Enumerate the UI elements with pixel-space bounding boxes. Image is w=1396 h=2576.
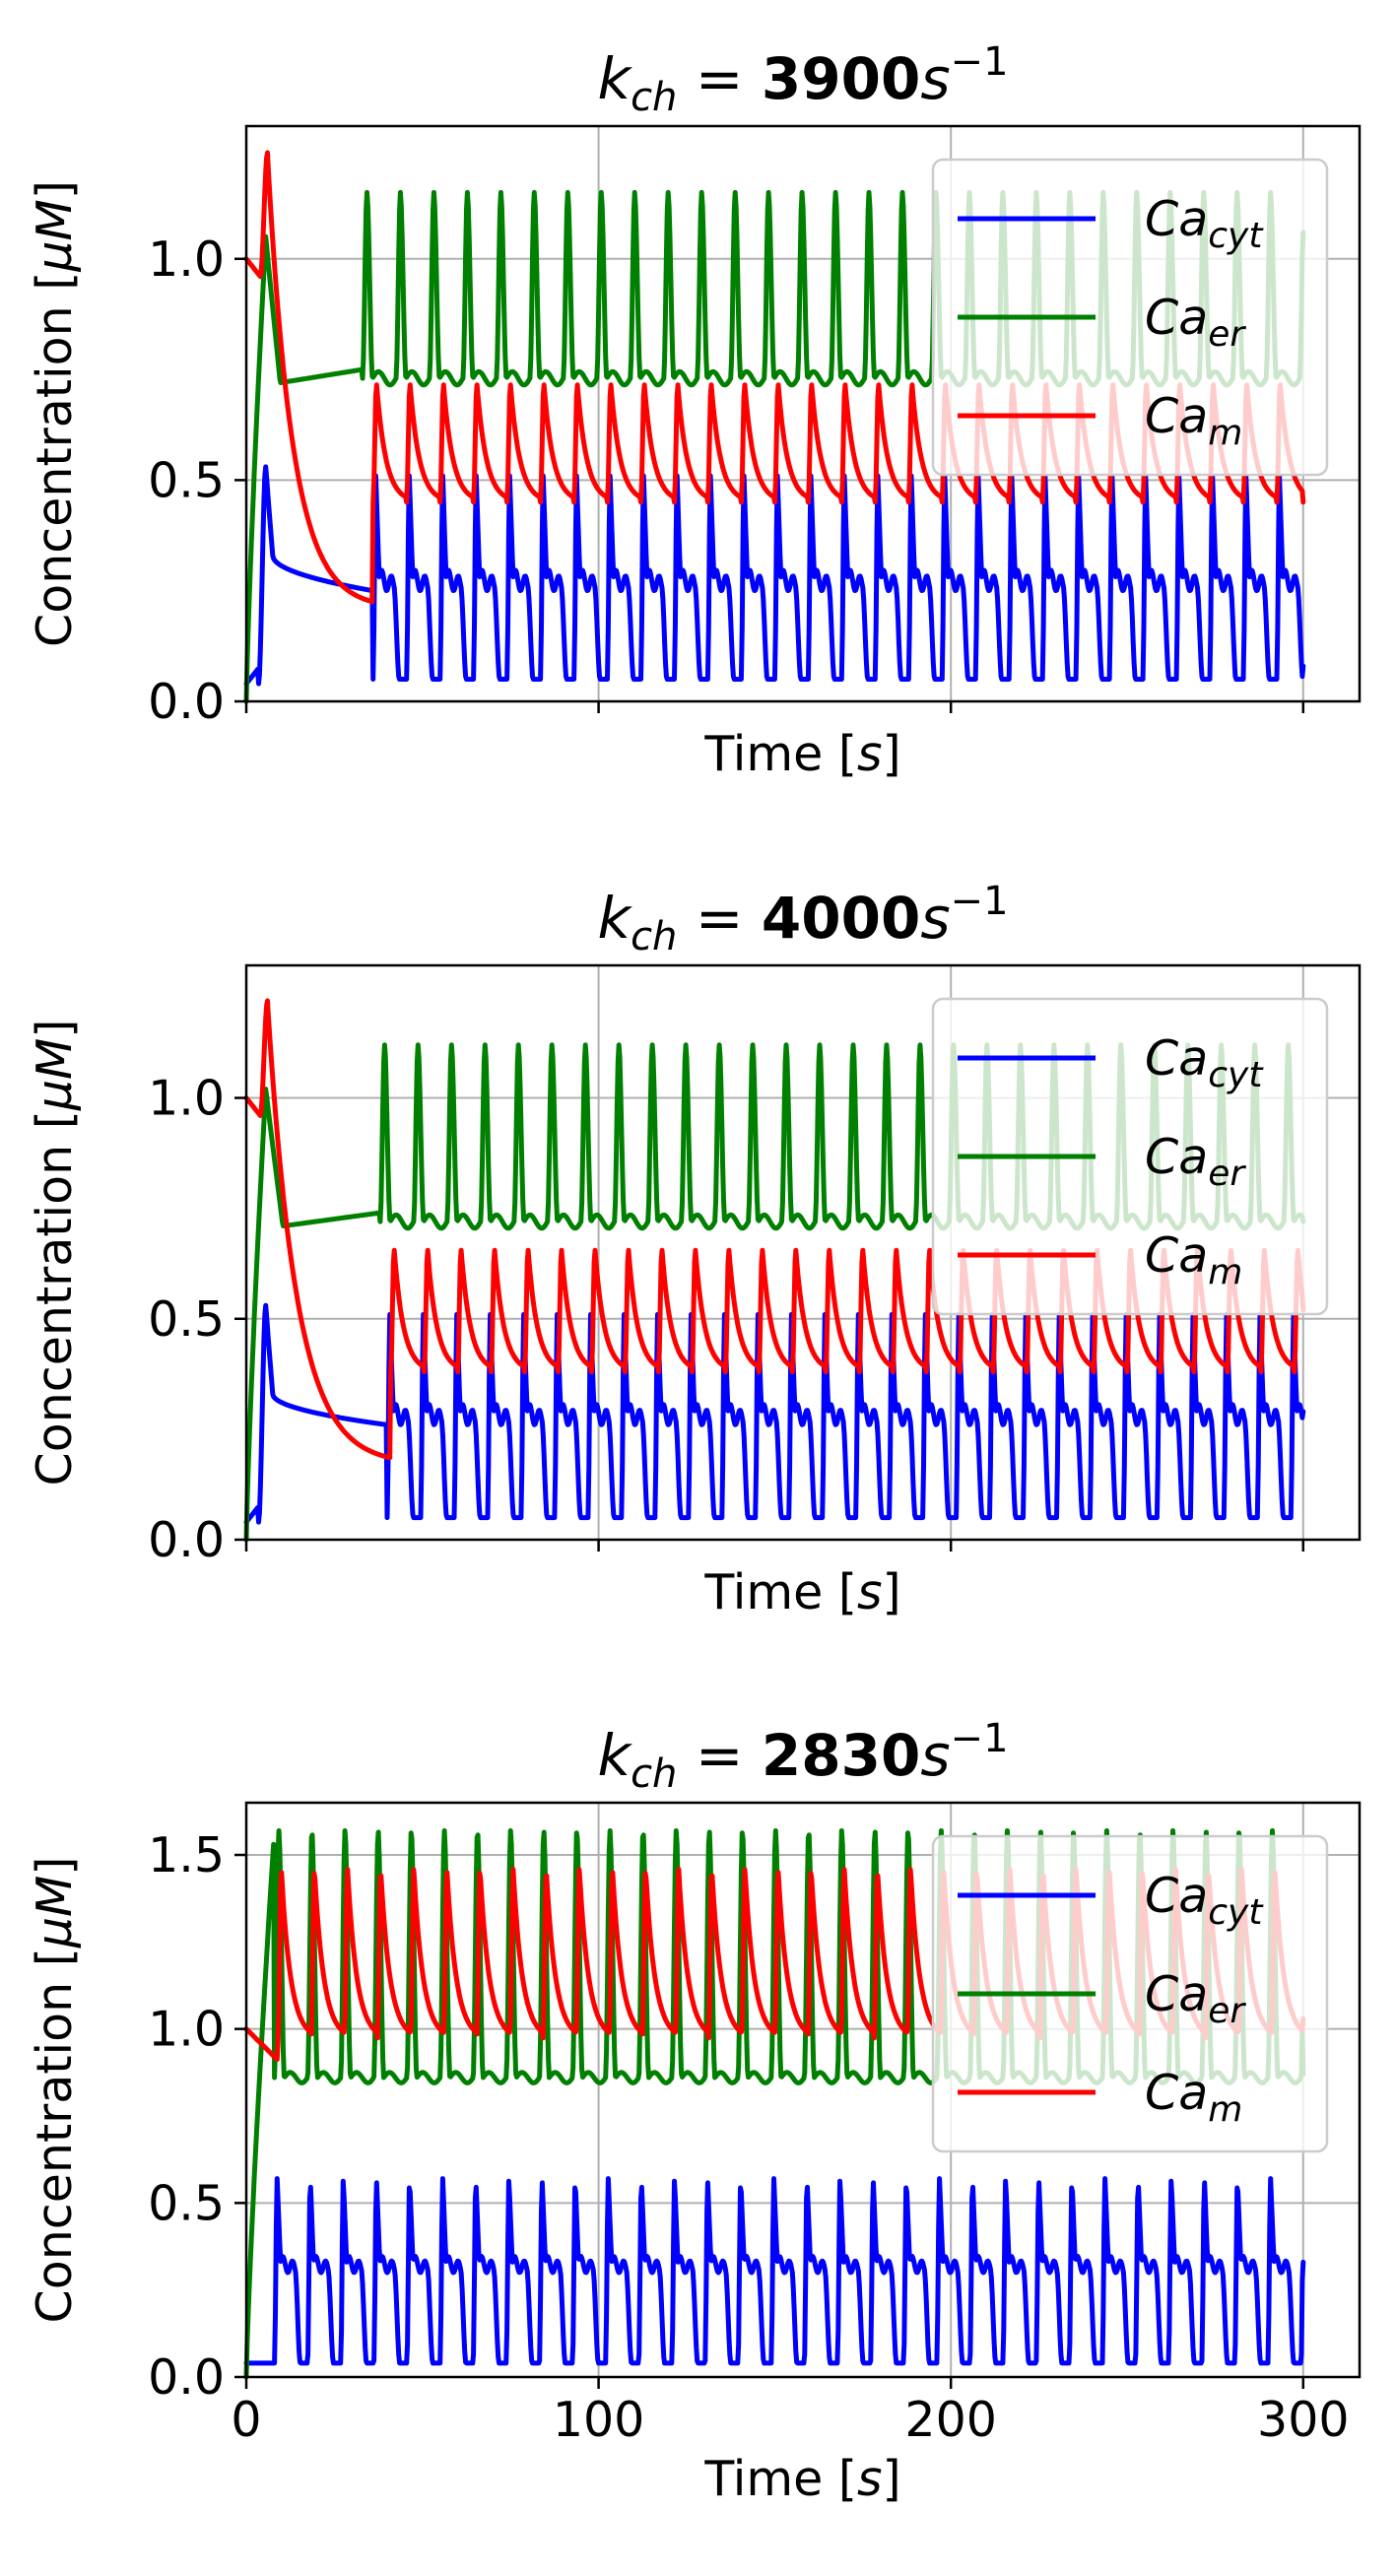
legend-label-ca-er: Caer [1145,1129,1246,1194]
chart-title: kch = 2830s−1 [597,1716,1008,1797]
y-tick-label: 1.0 [148,1071,225,1127]
legend-label-ca-cyt: Cacyt [1145,1030,1264,1095]
y-axis-label: Concentration [μM] [27,1020,83,1486]
y-tick-label: 1.0 [148,2002,225,2058]
plot-frame [244,963,1362,1542]
series-line-ca-cyt [243,2176,1306,2366]
legend-label-ca-cyt: Cacyt [1145,191,1264,256]
x-tick-label: 300 [1257,2392,1350,2448]
series-line-ca-cyt [243,464,1306,687]
legend-label-ca-er: Caer [1145,1966,1246,2031]
chart-title: kch = 4000s−1 [597,879,1008,959]
legend-box [931,997,1329,1316]
chart-title: kch = 3900s−1 [597,39,1008,120]
legend: Cacyt Caer Cam [931,997,1329,1316]
y-tick-label: 0.0 [148,2349,225,2406]
x-tick-label: 200 [904,2392,997,2448]
x-axis-label: Time [s] [703,2451,900,2507]
y-tick-label: 0.5 [148,1291,225,1348]
y-tick-label: 1.0 [148,231,225,288]
legend-label-ca-m: Cam [1145,1227,1242,1292]
y-axis-label: Concentration [μM] [27,1857,83,2324]
y-tick-label: 0.5 [148,2175,225,2231]
x-axis-label: Time [s] [703,726,900,782]
chart-panel-3: kch = 2830s−1 0 100 200 300 0.0 0.5 1.0 1.5 Time … [27,1716,1362,2507]
y-tick-label: 1.5 [148,1827,225,1883]
legend-label-ca-er: Caer [1145,290,1246,355]
x-axis-label: Time [s] [703,1564,900,1620]
chart-panel-2: kch = 4000s−1 0.0 0.5 1.0 Time [s] Concentrat… [27,879,1362,1620]
series-line-ca-m [243,998,1306,1461]
y-tick-label: 0.0 [148,1512,225,1568]
legend-box [931,1834,1329,2153]
legend-label-ca-m: Cam [1145,388,1242,453]
y-tick-label: 0.5 [148,452,225,508]
legend-label-ca-m: Cam [1145,2065,1242,2130]
y-tick-label: 0.0 [148,674,225,730]
x-tick-label: 0 [231,2392,261,2448]
legend: Cacyt Caer Cam [931,158,1329,477]
legend: Cacyt Caer Cam [931,1834,1329,2153]
plot-frame [244,1801,1362,2379]
legend-label-ca-cyt: Cacyt [1145,1868,1264,1933]
chart-panel-1: kch = 3900s−1 0.0 0.5 1.0 Time [s] Concentrat… [27,39,1362,782]
x-tick-label: 100 [553,2392,645,2448]
legend-box [931,158,1329,477]
y-axis-label: Concentration [μM] [27,180,83,647]
plot-frame [244,124,1362,703]
